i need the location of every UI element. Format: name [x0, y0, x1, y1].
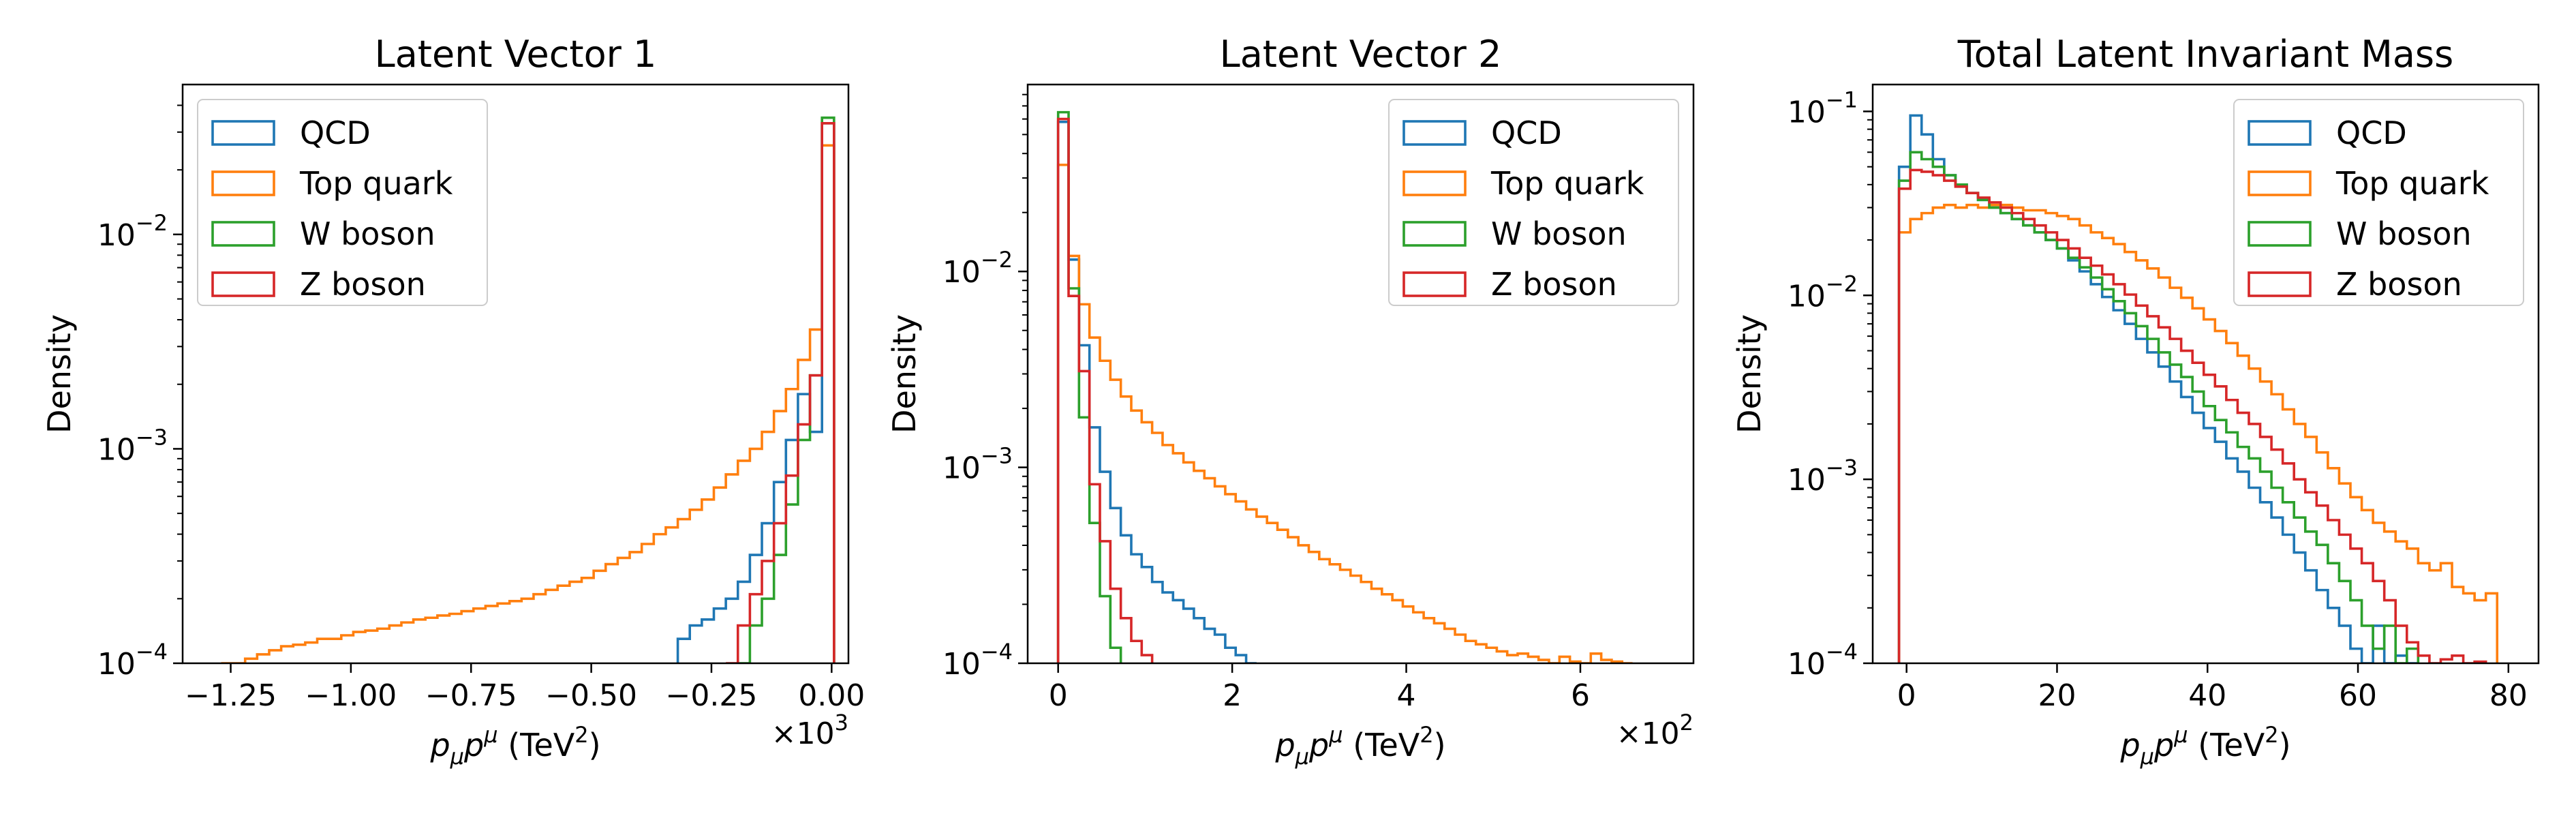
- legend-swatch: [2248, 170, 2312, 196]
- axes-frame: [1871, 83, 2540, 665]
- legend-label: W boson: [300, 215, 435, 252]
- legend-swatch: [211, 221, 275, 247]
- chart-title: Latent Vector 2: [1220, 33, 1502, 76]
- x-tick-label: 2: [1223, 678, 1242, 713]
- legend-swatch: [211, 271, 275, 297]
- x-tick-label: 4: [1397, 678, 1416, 713]
- legend-frame: [2233, 99, 2524, 306]
- x-multiplier: ×102: [1616, 710, 1693, 751]
- panel-2: 10−3 10−2 10−4 0 2 4 6 ×102 Latent Vector 2 pμpμ …: [886, 33, 1695, 770]
- legend-swatch: [1402, 221, 1467, 247]
- y-tick-label: 10−1: [1788, 87, 1858, 130]
- y-tick-label: 10−2: [97, 210, 168, 253]
- y-tick-label: 10−3: [1788, 455, 1858, 498]
- y-tick-label: 10−2: [1788, 271, 1858, 314]
- x-tick-label: 80: [2489, 678, 2528, 713]
- legend-swatch: [211, 120, 275, 146]
- legend-swatch: [1402, 170, 1467, 196]
- legend-label: Z boson: [2336, 266, 2462, 303]
- x-axis-label: pμpμ (TeV2): [2119, 722, 2290, 770]
- y-tick-label: 10−4: [97, 639, 168, 682]
- series-z-boson: [1056, 117, 1154, 663]
- x-tick-label: 20: [2038, 678, 2076, 713]
- series-w-boson: [1897, 151, 2420, 663]
- x-tick-label: −0.75: [425, 678, 517, 713]
- chart-title: Total Latent Invariant Mass: [1957, 33, 2453, 76]
- legend-label: Z boson: [1491, 266, 1617, 303]
- legend-label: W boson: [1491, 215, 1627, 252]
- y-axis-label: Density: [886, 314, 923, 434]
- x-tick-label: 0.00: [798, 678, 865, 713]
- legend-label: Top quark: [299, 165, 453, 202]
- x-axis-label: pμpμ (TeV2): [1274, 722, 1445, 770]
- y-axis-label: Density: [1731, 314, 1768, 434]
- axes-frame: [181, 83, 850, 665]
- legend-label: QCD: [2336, 115, 2407, 151]
- y-axis-label: Density: [41, 314, 78, 434]
- series-top-quark: [221, 144, 835, 663]
- y-tick-label: 10−3: [942, 443, 1013, 486]
- x-tick-label: 60: [2339, 678, 2377, 713]
- x-tick-label: 0: [1049, 678, 1068, 713]
- panel-1: 10−4 10−3 10−2 −1.25 −1.00 −0.75 −0.50 −0.25 0.0…: [41, 33, 865, 770]
- legend-label: Top quark: [1490, 165, 1644, 202]
- x-tick-label: −0.50: [545, 678, 637, 713]
- series-top-quark: [1897, 203, 2499, 663]
- x-tick-label: 6: [1571, 678, 1590, 713]
- x-tick-label: −0.25: [666, 678, 758, 713]
- series-top-quark: [1056, 164, 1633, 663]
- legend: QCD Top quark W boson Z boson: [197, 99, 488, 306]
- series-z-boson: [1897, 168, 2487, 663]
- legend-swatch: [1402, 120, 1467, 146]
- series-qcd: [1056, 121, 1257, 663]
- legend: QCD Top quark W boson Z boson: [1388, 99, 1679, 306]
- x-axis-label: pμpμ (TeV2): [429, 722, 600, 770]
- x-tick-label: −1.00: [305, 678, 397, 713]
- legend-label: Top quark: [2335, 165, 2489, 202]
- legend-label: W boson: [2336, 215, 2472, 252]
- panel-3: 10−4 10−3 10−2 10−1 0 20 40 60 80 Total Latent In…: [1731, 33, 2540, 770]
- legend-label: Z boson: [300, 266, 426, 303]
- series-z-boson: [726, 121, 835, 663]
- x-tick-label: −1.25: [185, 678, 277, 713]
- series-group: [221, 116, 835, 663]
- legend-frame: [1388, 99, 1679, 306]
- legend-swatch: [211, 170, 275, 196]
- x-multiplier: ×103: [771, 710, 848, 751]
- legend-swatch: [2248, 120, 2312, 146]
- x-tick-label: 0: [1897, 678, 1916, 713]
- x-tick-label: 40: [2188, 678, 2226, 713]
- legend-swatch: [2248, 271, 2312, 297]
- y-tick-label: 10−3: [97, 424, 168, 467]
- legend-label: QCD: [300, 115, 371, 151]
- legend-label: QCD: [1491, 115, 1562, 151]
- y-tick-label: 10−4: [1788, 639, 1858, 682]
- series-group: [1897, 114, 2499, 663]
- legend: QCD Top quark W boson Z boson: [2233, 99, 2524, 306]
- chart-title: Latent Vector 1: [375, 33, 657, 76]
- legend-swatch: [1402, 271, 1467, 297]
- legend-frame: [197, 99, 488, 306]
- series-group: [1056, 110, 1633, 663]
- legend-swatch: [2248, 221, 2312, 247]
- y-tick-label: 10−4: [942, 639, 1013, 682]
- y-tick-label: 10−2: [942, 247, 1013, 290]
